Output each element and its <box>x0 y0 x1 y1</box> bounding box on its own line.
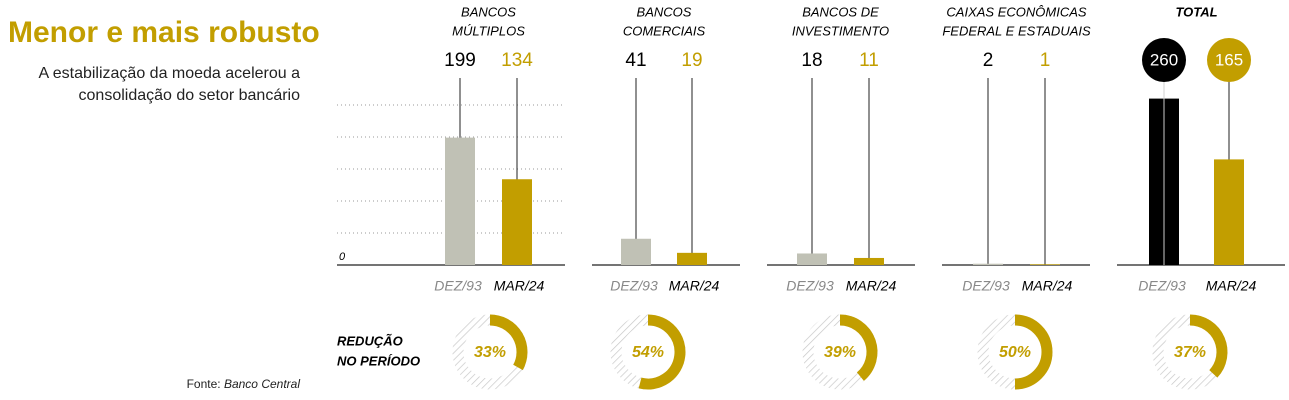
donut-arc <box>1189 314 1228 378</box>
bar <box>797 253 827 265</box>
bar <box>445 137 475 265</box>
x-tick-label: DEZ/93 <box>962 278 1010 294</box>
value-label: 11 <box>859 50 879 71</box>
reduction-heading: REDUÇÃO <box>337 333 403 348</box>
bar <box>854 257 884 265</box>
value-label: 2 <box>983 50 994 71</box>
x-tick-label: DEZ/93 <box>786 278 834 294</box>
value-label: 199 <box>444 50 476 71</box>
panel-title: FEDERAL E ESTADUAIS <box>942 23 1091 38</box>
value-label: 19 <box>681 50 702 71</box>
donut-arc <box>638 314 686 390</box>
value-label: 134 <box>501 50 533 71</box>
value-badge <box>1142 38 1186 82</box>
panel-title: MÚLTIPLOS <box>452 23 525 38</box>
bar <box>677 252 707 265</box>
value-label: 260 <box>1150 50 1178 69</box>
donut-arc <box>1014 314 1053 390</box>
value-label: 18 <box>801 50 822 71</box>
bar <box>973 263 1003 265</box>
reduction-label: 50% <box>999 344 1031 361</box>
bar <box>621 238 651 265</box>
value-label: 41 <box>625 50 646 71</box>
y-tick-label: 0 <box>339 251 346 263</box>
x-tick-label: MAR/24 <box>669 278 720 294</box>
x-tick-label: DEZ/93 <box>1138 278 1186 294</box>
subtitle: A estabilização da moeda acelerou a <box>38 65 300 82</box>
reduction-label: 39% <box>824 344 856 361</box>
panel-title: BANCOS <box>637 4 692 19</box>
x-tick-label: MAR/24 <box>846 278 897 294</box>
bar <box>1030 264 1060 265</box>
bar <box>502 179 532 265</box>
donut-arc <box>839 314 878 381</box>
x-tick-label: MAR/24 <box>1022 278 1073 294</box>
panel-title: BANCOS DE <box>802 4 879 19</box>
x-tick-label: MAR/24 <box>1206 278 1257 294</box>
source-prefix: Fonte: <box>187 377 221 391</box>
panel-title: CAIXAS ECONÔMICAS <box>946 4 1086 19</box>
x-tick-label: DEZ/93 <box>434 278 482 294</box>
value-label: 165 <box>1215 50 1243 69</box>
value-badge <box>1207 38 1251 82</box>
subtitle: consolidação do setor bancário <box>79 87 301 104</box>
panel-title: TOTAL <box>1175 4 1217 19</box>
source-name: Banco Central <box>224 377 300 391</box>
reduction-label: 37% <box>1174 344 1206 361</box>
bar <box>1214 159 1244 265</box>
x-tick-label: MAR/24 <box>494 278 545 294</box>
title: Menor e mais robusto <box>8 16 320 49</box>
reduction-heading: NO PERÍODO <box>337 353 420 368</box>
value-label: 1 <box>1040 50 1051 71</box>
reduction-label: 54% <box>632 344 664 361</box>
donut-arc <box>489 314 528 371</box>
panel-title: COMERCIAIS <box>623 23 706 38</box>
x-tick-label: DEZ/93 <box>610 278 658 294</box>
reduction-label: 33% <box>474 344 506 361</box>
panel-title: BANCOS <box>461 4 516 19</box>
panel-title: INVESTIMENTO <box>792 23 889 38</box>
source: Fonte: Banco Central <box>187 377 301 391</box>
